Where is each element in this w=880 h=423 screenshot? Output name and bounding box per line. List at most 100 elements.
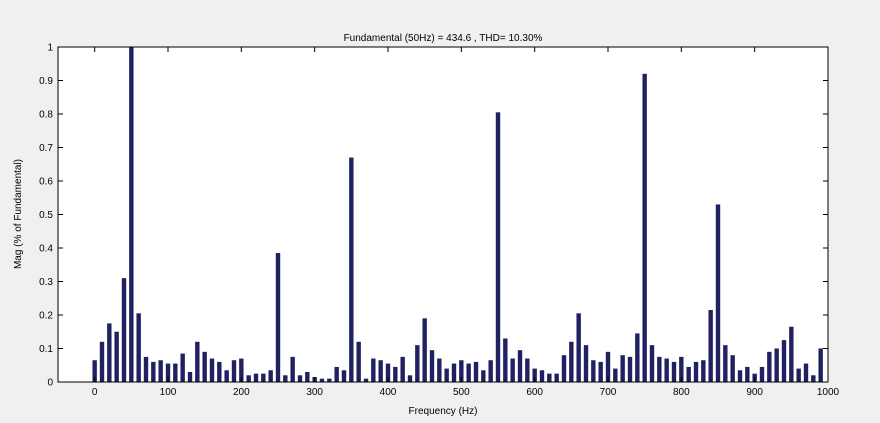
bar-110hz — [173, 363, 178, 382]
bar-890hz — [745, 366, 750, 382]
bar-760hz — [649, 345, 655, 382]
x-tick-label-500: 500 — [453, 387, 470, 398]
bar-680hz — [591, 360, 596, 382]
bar-0hz — [92, 360, 97, 382]
bar-600hz — [532, 368, 537, 382]
bar-460hz — [429, 350, 435, 382]
bar-10hz — [99, 341, 105, 382]
bar-490hz — [451, 363, 457, 382]
bar-520hz — [473, 361, 479, 382]
bar-830hz — [701, 360, 706, 382]
bar-570hz — [510, 358, 515, 382]
y-tick-label-0.1: 0.1 — [39, 344, 53, 355]
bar-400hz — [385, 363, 391, 382]
bar-440hz — [415, 345, 420, 382]
x-tick-label-300: 300 — [306, 387, 323, 398]
bar-390hz — [378, 360, 383, 382]
bar-730hz — [627, 356, 633, 383]
bar-560hz — [503, 338, 508, 382]
bar-420hz — [400, 356, 405, 383]
bar-470hz — [437, 358, 442, 382]
bar-530hz — [481, 370, 486, 382]
bar-340hz — [341, 370, 347, 382]
bar-660hz — [576, 313, 581, 382]
bar-880hz — [737, 370, 743, 382]
x-tick-label-1000: 1000 — [817, 387, 840, 398]
bar-820hz — [693, 361, 699, 382]
axes-background — [58, 47, 828, 382]
bar-510hz — [466, 363, 471, 382]
x-tick-label-900: 900 — [746, 387, 763, 398]
bar-480hz — [444, 368, 449, 382]
bar-870hz — [730, 355, 735, 382]
y-tick-label-0.4: 0.4 — [39, 244, 53, 255]
bar-170hz — [217, 361, 222, 382]
bar-270hz — [290, 356, 295, 383]
bar-240hz — [268, 370, 273, 382]
bar-670hz — [583, 345, 589, 382]
bar-20hz — [107, 323, 112, 383]
bar-380hz — [371, 358, 376, 382]
y-tick-label-0.7: 0.7 — [39, 143, 53, 154]
bar-320hz — [327, 378, 332, 382]
bar-540hz — [488, 360, 493, 382]
bar-60hz — [136, 313, 141, 382]
bar-260hz — [283, 375, 288, 382]
bar-290hz — [305, 371, 310, 382]
bar-310hz — [319, 378, 325, 382]
bar-920hz — [767, 351, 772, 382]
bar-990hz — [818, 348, 823, 382]
bar-180hz — [224, 370, 229, 382]
bar-930hz — [774, 348, 779, 382]
bar-150hz — [202, 351, 207, 382]
bar-580hz — [517, 350, 523, 382]
bar-850hz — [715, 204, 721, 382]
bar-350hz — [349, 157, 354, 382]
bar-630hz — [554, 373, 559, 383]
bar-960hz — [796, 368, 801, 382]
x-tick-label-700: 700 — [600, 387, 617, 398]
bar-80hz — [151, 361, 156, 382]
bar-40hz — [121, 278, 127, 382]
bar-950hz — [789, 326, 794, 382]
bar-740hz — [635, 333, 640, 382]
y-axis-label: Mag (% of Fundamental) — [13, 159, 24, 269]
x-axis-label: Frequency (Hz) — [409, 406, 478, 417]
bar-650hz — [569, 341, 574, 382]
bar-790hz — [671, 361, 677, 382]
bar-500hz — [459, 360, 464, 382]
bar-780hz — [664, 358, 669, 382]
bar-120hz — [180, 353, 185, 382]
bar-360hz — [356, 341, 361, 382]
bar-800hz — [679, 356, 684, 383]
bar-910hz — [759, 366, 765, 382]
bar-130hz — [187, 371, 193, 382]
y-tick-label-0.9: 0.9 — [39, 76, 53, 87]
x-axis-ticks: 0 100 200 300 400 500 600 700 800 900 1000 — [92, 47, 840, 398]
bar-330hz — [334, 366, 339, 382]
bar-860hz — [723, 345, 728, 382]
y-tick-label-1: 1 — [47, 43, 53, 54]
bar-940hz — [781, 340, 787, 383]
y-tick-label-0.2: 0.2 — [39, 311, 53, 322]
bar-640hz — [561, 355, 567, 382]
bar-810hz — [686, 366, 691, 382]
bar-710hz — [613, 368, 618, 382]
bars-group — [92, 47, 823, 383]
bar-590hz — [525, 358, 530, 382]
bar-980hz — [811, 375, 816, 382]
bar-250hz — [275, 253, 281, 382]
bar-90hz — [158, 360, 163, 382]
bar-770hz — [657, 356, 662, 383]
bar-190hz — [231, 360, 237, 382]
bar-450hz — [422, 318, 427, 382]
bar-30hz — [114, 331, 119, 382]
bar-620hz — [547, 373, 552, 383]
bar-370hz — [363, 378, 369, 382]
bar-690hz — [598, 361, 603, 382]
y-tick-label-0.6: 0.6 — [39, 177, 53, 188]
y-tick-label-0.8: 0.8 — [39, 110, 53, 121]
x-tick-label-600: 600 — [526, 387, 543, 398]
